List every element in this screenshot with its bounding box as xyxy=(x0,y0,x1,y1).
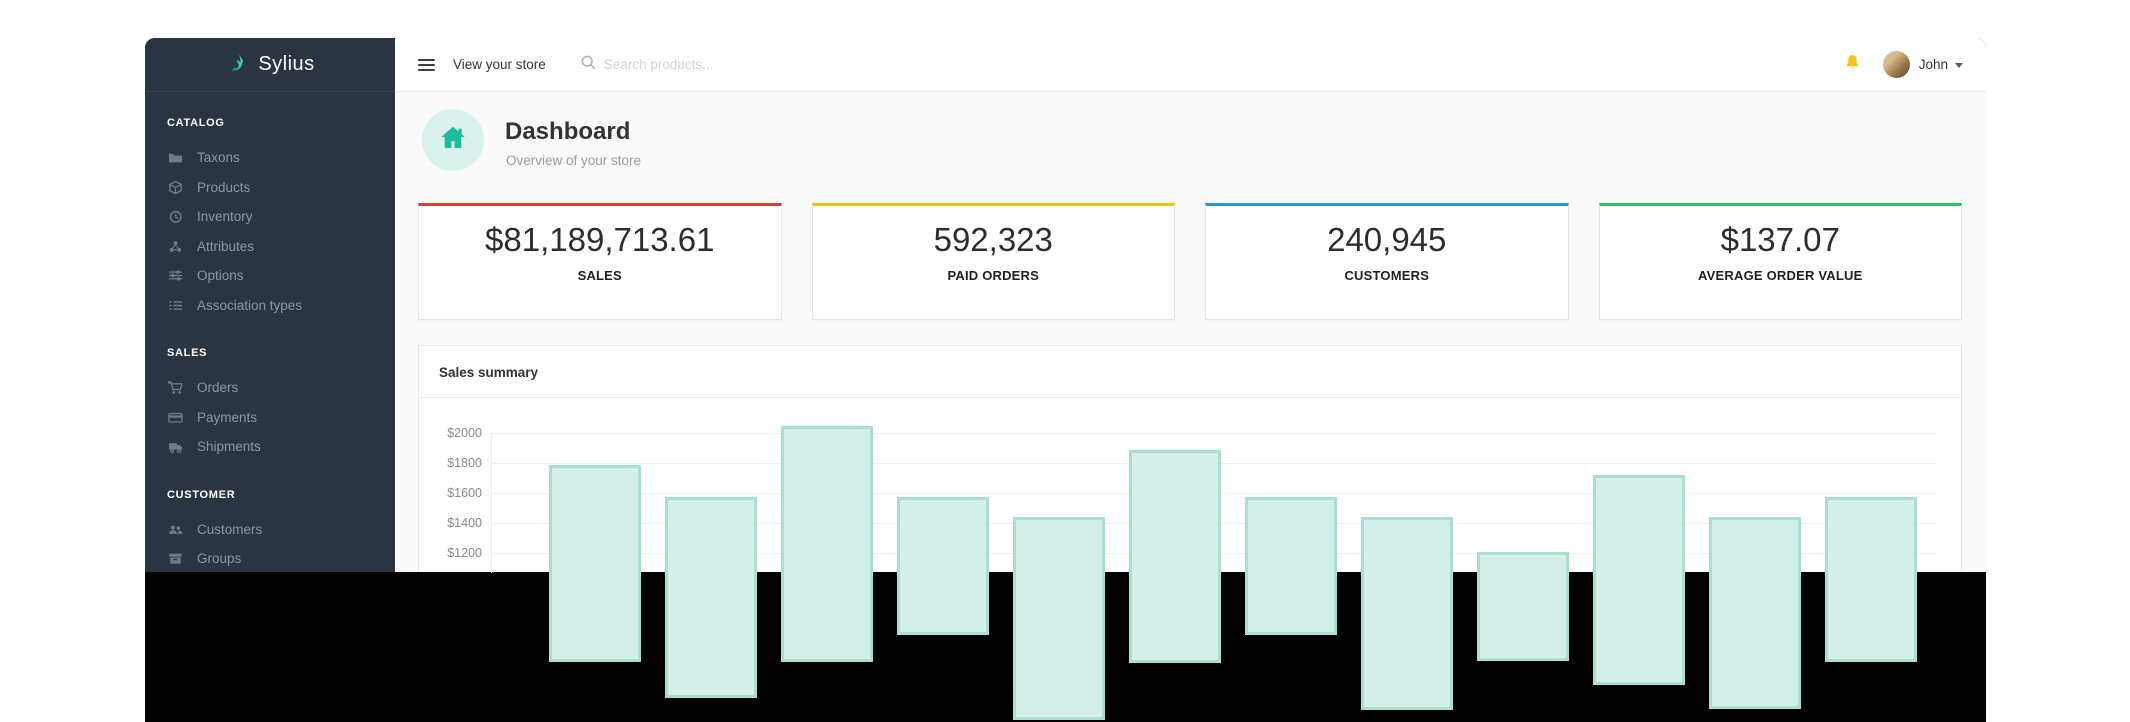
sidebar-section-catalog: CATALOG Taxons Products Inventory Attributes… xyxy=(145,116,395,320)
stat-card-label: PAID ORDERS xyxy=(947,268,1040,283)
stat-card-label: AVERAGE ORDER VALUE xyxy=(1698,268,1863,283)
sidebar-item-shipments[interactable]: Shipments xyxy=(145,432,395,462)
chart-y-tick-label: $1400 xyxy=(447,516,482,530)
hamburger-menu-icon[interactable] xyxy=(418,58,435,71)
list-icon xyxy=(167,297,183,313)
sidebar-section-customer: CUSTOMER Customers Groups xyxy=(145,488,395,574)
sidebar-item-label: Association types xyxy=(197,297,303,313)
chart-y-tick-label: $1600 xyxy=(447,486,482,500)
sales-summary-panel: Sales summary $2000 $1800 $1600 $1400 $1200 xyxy=(418,345,1962,720)
credit-card-icon xyxy=(167,409,183,425)
chart-y-axis xyxy=(491,433,492,573)
search-input[interactable] xyxy=(603,57,904,72)
sidebar-item-label: Attributes xyxy=(197,238,255,254)
dashboard-content: Dashboard Overview of your store $81,189… xyxy=(395,92,1986,720)
stat-card-customers: 240,945 CUSTOMERS xyxy=(1205,203,1569,320)
chart-y-tick-label: $1200 xyxy=(447,546,482,560)
stat-card-label: SALES xyxy=(577,268,622,283)
dashboard-header-badge xyxy=(422,109,484,171)
chart-gridline xyxy=(491,432,1936,434)
stat-card-paid-orders: 592,323 PAID ORDERS xyxy=(811,203,1175,320)
stat-card-average-order-value: $137.07 AVERAGE ORDER VALUE xyxy=(1598,203,1962,320)
archive-icon xyxy=(167,551,183,567)
brand-name: Sylius xyxy=(258,53,315,75)
chart-bar xyxy=(781,426,873,662)
view-store-link[interactable]: View your store xyxy=(453,57,546,72)
topbar-right: John xyxy=(1844,51,1963,78)
chart-bar xyxy=(549,464,641,662)
sidebar-item-label: Options xyxy=(197,268,244,284)
sidebar-item-label: Products xyxy=(197,179,251,195)
chart-bar xyxy=(665,496,757,698)
cluster-icon xyxy=(167,238,183,254)
history-icon xyxy=(167,209,183,225)
sidebar-item-label: Inventory xyxy=(197,209,253,225)
sidebar-item-label: Payments xyxy=(197,409,258,425)
chart-bar xyxy=(1245,496,1337,635)
sidebar-item-association-types[interactable]: Association types xyxy=(145,291,395,321)
sidebar-item-label: Taxons xyxy=(197,150,240,166)
stat-card-value: $81,189,713.61 xyxy=(485,221,715,258)
topbar: View your store xyxy=(395,38,1986,92)
sidebar-item-options[interactable]: Options xyxy=(145,261,395,291)
chart-bar xyxy=(1013,517,1105,720)
sidebar-item-payments[interactable]: Payments xyxy=(145,403,395,433)
page-title: Dashboard xyxy=(505,118,631,145)
chart-bar xyxy=(1477,551,1569,661)
user-name[interactable]: John xyxy=(1918,57,1948,72)
chart-bar xyxy=(1825,496,1917,662)
chart-bar xyxy=(1709,517,1801,709)
users-icon xyxy=(167,521,183,537)
app-window: Sylius CATALOG Taxons Products Inventory Att… xyxy=(145,38,1986,720)
chart-bar xyxy=(1129,449,1221,663)
bell-icon[interactable] xyxy=(1844,54,1861,75)
sliders-icon xyxy=(167,268,183,284)
swan-icon xyxy=(225,50,249,79)
sidebar-section-label: CUSTOMER xyxy=(167,488,236,501)
cart-icon xyxy=(167,380,183,396)
sidebar-nav: CATALOG Taxons Products Inventory Attributes… xyxy=(145,92,395,574)
sidebar-item-products[interactable]: Products xyxy=(145,173,395,203)
sidebar-item-label: Shipments xyxy=(197,439,261,455)
sidebar-item-label: Orders xyxy=(197,380,239,396)
search-icon xyxy=(581,55,596,75)
home-icon xyxy=(438,123,468,158)
folder-icon xyxy=(167,150,183,166)
sidebar-section-label: CATALOG xyxy=(167,117,225,129)
main-area: View your store xyxy=(395,38,1986,720)
sidebar-section-sales: SALES Orders Payments Shipments xyxy=(145,346,395,462)
user-avatar[interactable] xyxy=(1882,51,1910,78)
sidebar-item-customers[interactable]: Customers xyxy=(145,515,395,545)
sidebar-item-inventory[interactable]: Inventory xyxy=(145,202,395,232)
chart-y-tick-label: $2000 xyxy=(447,426,482,440)
chevron-down-icon[interactable] xyxy=(1955,63,1963,68)
chart-bar xyxy=(1361,517,1453,710)
search-area xyxy=(581,55,904,75)
panel-title: Sales summary xyxy=(419,346,1961,398)
sidebar-item-attributes[interactable]: Attributes xyxy=(145,232,395,262)
stat-card-value: 592,323 xyxy=(933,221,1053,258)
sylius-logo[interactable]: Sylius xyxy=(145,38,395,92)
stat-card-label: CUSTOMERS xyxy=(1344,268,1430,283)
chart-bar xyxy=(1593,475,1685,685)
stat-cards-row: $81,189,713.61 SALES 592,323 PAID ORDERS 240… xyxy=(418,203,1962,320)
sidebar-item-label: Customers xyxy=(197,521,263,537)
chart-bar xyxy=(897,496,989,635)
sidebar-item-taxons[interactable]: Taxons xyxy=(145,143,395,173)
cube-icon xyxy=(167,179,183,195)
sidebar-section-label: SALES xyxy=(167,347,208,359)
stat-card-sales: $81,189,713.61 SALES xyxy=(418,203,782,320)
stat-card-value: 240,945 xyxy=(1327,221,1447,258)
sidebar-item-orders[interactable]: Orders xyxy=(145,373,395,403)
page-subtitle: Overview of your store xyxy=(506,153,642,168)
truck-icon xyxy=(167,439,183,455)
chart-y-tick-label: $1800 xyxy=(447,456,482,470)
sidebar-item-groups[interactable]: Groups xyxy=(145,544,395,574)
sidebar-item-label: Groups xyxy=(197,551,242,567)
stat-card-value: $137.07 xyxy=(1720,221,1840,258)
sidebar: Sylius CATALOG Taxons Products Inventory Att… xyxy=(145,38,395,572)
